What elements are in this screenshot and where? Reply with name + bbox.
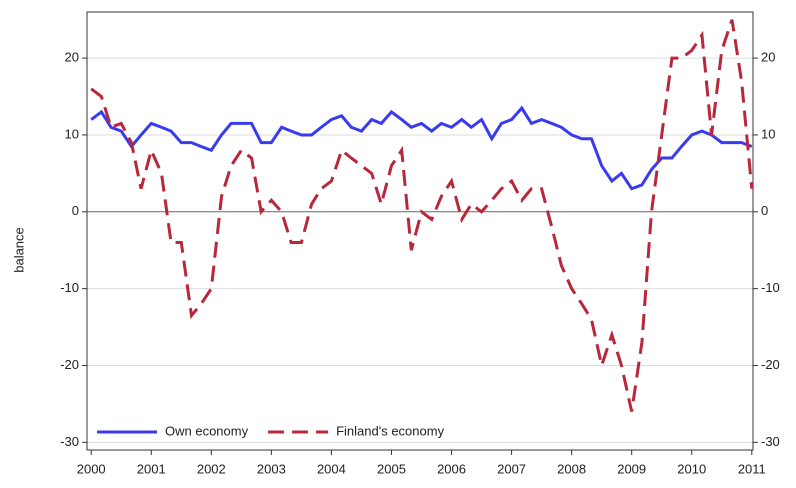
x-tick-label: 2002 [197,461,226,476]
y2-tick-label: 0 [761,203,768,218]
y2-tick-label: 20 [761,50,775,65]
series-line [90,105,753,191]
y2-tick-label: -10 [761,280,780,295]
x-tick-label: 2007 [497,461,526,476]
y-tick-label: 20 [65,50,79,65]
x-tick-label: 2001 [137,461,166,476]
legend-label: Finland's economy [336,423,444,438]
x-tick-label: 2011 [738,461,766,476]
y2-tick-label: -20 [761,357,780,372]
x-tick-label: 2009 [617,461,646,476]
x-tick-label: 2008 [557,461,586,476]
y-tick-label: 0 [72,203,79,218]
x-tick-label: 2006 [437,461,466,476]
y2-tick-label: -30 [761,434,780,449]
y-tick-label: -10 [60,280,79,295]
plot-frame [86,11,754,451]
y2-tick-label: 10 [761,126,775,141]
x-tick-label: 2004 [317,461,346,476]
y-tick-label: -30 [60,434,79,449]
y-tick-label: 10 [65,126,79,141]
legend-label: Own economy [165,423,249,438]
x-tick-label: 2000 [77,461,106,476]
x-tick-label: 2010 [677,461,706,476]
series-line [90,19,754,412]
x-tick-label: 2003 [257,461,286,476]
x-tick-label: 2005 [377,461,406,476]
y-axis-label: balance [11,227,26,273]
y-tick-label: -20 [60,357,79,372]
